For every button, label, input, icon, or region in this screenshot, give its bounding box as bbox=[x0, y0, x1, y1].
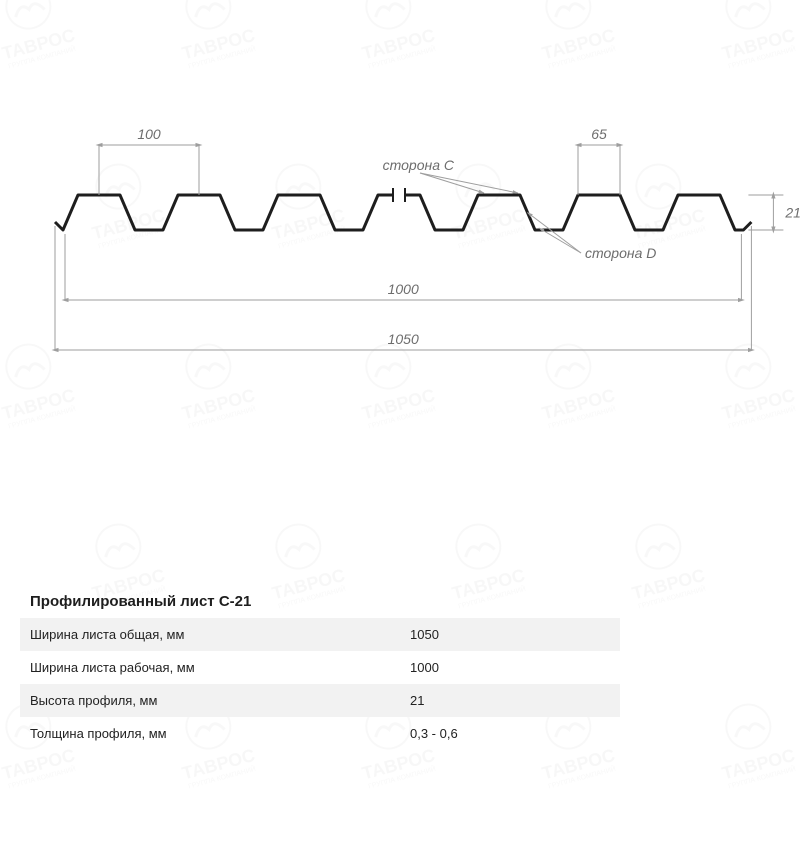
label-side-d: сторона D bbox=[585, 245, 656, 261]
table-row: Толщина профиля, мм0,3 - 0,6 bbox=[20, 717, 620, 750]
profile-diagram: 100 65 21 1000 1050 сторона C сторона D bbox=[0, 0, 800, 540]
label-side-c: сторона C bbox=[383, 157, 455, 173]
table-cell-label: Ширина листа общая, мм bbox=[30, 627, 410, 642]
table-cell-value: 1000 bbox=[410, 660, 530, 675]
table-cell-value: 1050 bbox=[410, 627, 530, 642]
table-title: Профилированный лист С-21 bbox=[20, 585, 620, 618]
watermark: ТАВРОСГРУППА КОМПАНИЙ bbox=[674, 684, 800, 855]
dim-height: 21 bbox=[784, 205, 800, 221]
table-row: Высота профиля, мм21 bbox=[20, 684, 620, 717]
dim-pitch: 100 bbox=[137, 126, 161, 142]
dim-topwidth: 65 bbox=[591, 126, 607, 142]
table-cell-value: 0,3 - 0,6 bbox=[410, 726, 530, 741]
dim-total: 1050 bbox=[388, 331, 419, 347]
table-cell-value: 21 bbox=[410, 693, 530, 708]
table-cell-label: Толщина профиля, мм bbox=[30, 726, 410, 741]
table-cell-label: Высота профиля, мм bbox=[30, 693, 410, 708]
dim-working: 1000 bbox=[388, 281, 419, 297]
table-row: Ширина листа рабочая, мм1000 bbox=[20, 651, 620, 684]
table-cell-label: Ширина листа рабочая, мм bbox=[30, 660, 410, 675]
spec-table: Профилированный лист С-21 Ширина листа о… bbox=[20, 585, 620, 750]
table-row: Ширина листа общая, мм1050 bbox=[20, 618, 620, 651]
